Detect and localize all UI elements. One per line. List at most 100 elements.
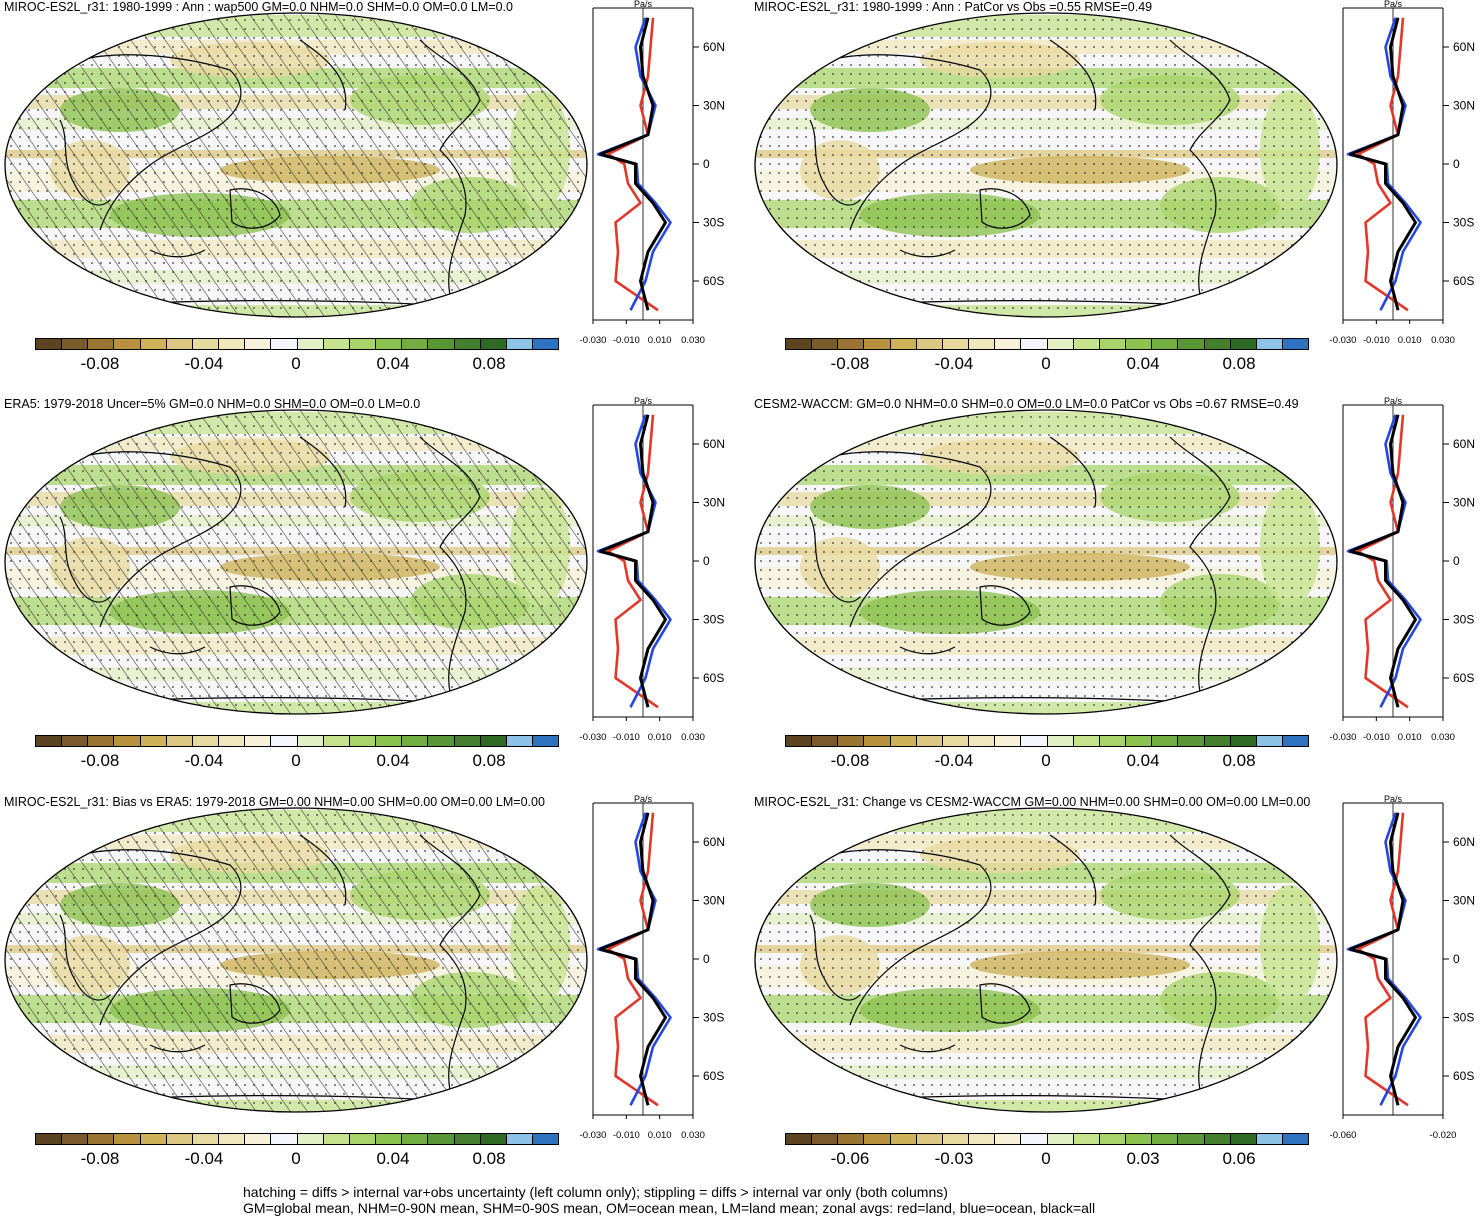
profile-xtick-label: 0.010: [648, 335, 672, 346]
colorbar-label: 0.08: [472, 751, 506, 770]
profile-ytick-label: 30S: [703, 1011, 724, 1025]
stippling-overlay: [5, 13, 587, 317]
panel-title: MIROC-ES2L_r31: Bias vs ERA5: 1979-2018 …: [4, 795, 545, 809]
colorbar-cell: [916, 339, 943, 349]
colorbar-cell: [1152, 339, 1179, 349]
colorbar-cell: [1152, 736, 1179, 746]
colorbar-cell: [297, 339, 324, 349]
panel-title: MIROC-ES2L_r31: 1980-1999 : Ann : wap500…: [4, 0, 513, 14]
colorbar-label: 0: [1041, 751, 1051, 770]
profile-xtick-label: -0.030: [1330, 732, 1357, 743]
colorbar-cell: [890, 736, 917, 746]
colorbar-cell: [969, 736, 996, 746]
profile-ytick-label: 0: [703, 952, 710, 966]
colorbar-cell: [864, 1134, 891, 1144]
colorbar-label: -0.04: [934, 354, 974, 373]
colorbar-label: -0.08: [80, 751, 120, 770]
colorbar-cell: [88, 1134, 115, 1144]
colorbar-cell: [890, 339, 917, 349]
colorbar-cell: [1256, 339, 1283, 349]
panel-title: CESM2-WACCM: GM=0.0 NHM=0.0 SHM=0.0 OM=0…: [754, 397, 1299, 411]
colorbar-cell: [1047, 736, 1074, 746]
profile-ytick-label: 60N: [1453, 437, 1475, 451]
colorbar-label: 0: [1041, 354, 1051, 373]
colorbar-cell: [1204, 339, 1231, 349]
profile-unit-label: Pa/s: [1384, 795, 1403, 804]
profile-ytick-label: 30S: [1453, 1011, 1474, 1025]
colorbar-cell: [1256, 1134, 1283, 1144]
colorbar-cell: [376, 1134, 403, 1144]
profile-xtick-label: -0.010: [1363, 732, 1390, 743]
colorbar-cell: [271, 1134, 298, 1144]
colorbar-cell: [786, 339, 813, 349]
colorbar-cell: [454, 339, 481, 349]
colorbar-cell: [323, 339, 350, 349]
profile-ytick-label: 30N: [703, 99, 725, 113]
colorbar-label: -0.04: [184, 751, 224, 770]
colorbar-cell: [1282, 339, 1309, 349]
colorbar: [785, 1133, 1309, 1145]
colorbar-cell: [323, 736, 350, 746]
colorbar-cell: [1047, 1134, 1074, 1144]
panel-title: MIROC-ES2L_r31: Change vs CESM2-WACCM GM…: [754, 795, 1311, 809]
colorbar-cell: [36, 736, 63, 746]
colorbar-cell: [114, 339, 141, 349]
profile-ytick-label: 60N: [703, 835, 725, 849]
profile-series-land: [606, 812, 659, 1107]
colorbar-cell: [838, 339, 865, 349]
colorbar-cell: [942, 736, 970, 746]
colorbar-cell: [1073, 736, 1100, 746]
colorbar-cell: [838, 736, 865, 746]
profile-series-land: [606, 17, 659, 312]
map-outline: [754, 12, 1338, 318]
map-and-profile-svg: Pa/s 60N 30N 0 30S 60S -0.030 -0.010 0.010 0.030: [4, 795, 725, 1141]
profile-ytick-label: 0: [1453, 952, 1460, 966]
profile-xtick-label: -0.030: [580, 1130, 607, 1141]
colorbar-cell: [786, 1134, 813, 1144]
profile-xtick-label: 0.030: [681, 1130, 705, 1141]
colorbar-cell: [1282, 736, 1309, 746]
profile-unit-label: Pa/s: [1384, 0, 1403, 9]
profile-ytick-label: 60N: [1453, 835, 1475, 849]
colorbar-cell: [1126, 736, 1153, 746]
profile-ytick-label: 60N: [703, 40, 725, 54]
colorbar-cell: [454, 736, 481, 746]
colorbar-label: 0.04: [376, 751, 410, 770]
footer-legend-line-2: GM=global mean, NHM=0-90N mean, SHM=0-90…: [243, 1200, 1096, 1216]
colorbar-cell: [1282, 1134, 1309, 1144]
panel-3: ERA5: 1979-2018 Uncer=5% GM=0.0 NHM=0.0 …: [0, 397, 741, 802]
colorbar: [785, 338, 1309, 350]
colorbar-cell: [786, 736, 813, 746]
panel-1: MIROC-ES2L_r31: 1980-1999 : Ann : wap500…: [0, 0, 741, 405]
panel-2: MIROC-ES2L_r31: 1980-1999 : Ann : PatCor…: [750, 0, 1483, 405]
profile-series-all: [599, 414, 667, 708]
profile-series-land: [1356, 414, 1409, 709]
colorbar-cell: [192, 736, 220, 746]
colorbar-cell: [532, 736, 559, 746]
profile-ytick-label: 30S: [1453, 216, 1474, 230]
colorbar-cell: [1021, 1134, 1048, 1144]
colorbar-label: -0.03: [934, 1149, 974, 1168]
colorbar-cell: [140, 736, 167, 746]
colorbar-cell: [1021, 736, 1048, 746]
colorbar-cell: [1099, 339, 1127, 349]
colorbar-cell: [864, 736, 891, 746]
profile-xtick-label: 0.010: [1398, 732, 1422, 743]
colorbar-cell: [166, 736, 193, 746]
colorbar-cell: [812, 1134, 839, 1144]
colorbar-cell: [62, 1134, 89, 1144]
colorbar-cell: [1073, 1134, 1100, 1144]
profile-ytick-label: 60N: [703, 437, 725, 451]
colorbar-label: 0.08: [472, 354, 506, 373]
colorbar-cell: [62, 736, 89, 746]
profile-xtick-label: 0.010: [648, 732, 672, 743]
panel-6: MIROC-ES2L_r31: Change vs CESM2-WACCM GM…: [750, 795, 1483, 1200]
panel-4: CESM2-WACCM: GM=0.0 NHM=0.0 SHM=0.0 OM=0…: [750, 397, 1483, 802]
colorbar-cell: [1178, 736, 1205, 746]
colorbar-cell: [506, 1134, 533, 1144]
colorbar-label: -0.04: [184, 1149, 224, 1168]
profile-xtick-label: 0.030: [1431, 335, 1455, 346]
colorbar-cell: [192, 339, 220, 349]
profile-xtick-label: -0.010: [613, 335, 640, 346]
profile-xtick-label: -0.010: [1363, 335, 1390, 346]
